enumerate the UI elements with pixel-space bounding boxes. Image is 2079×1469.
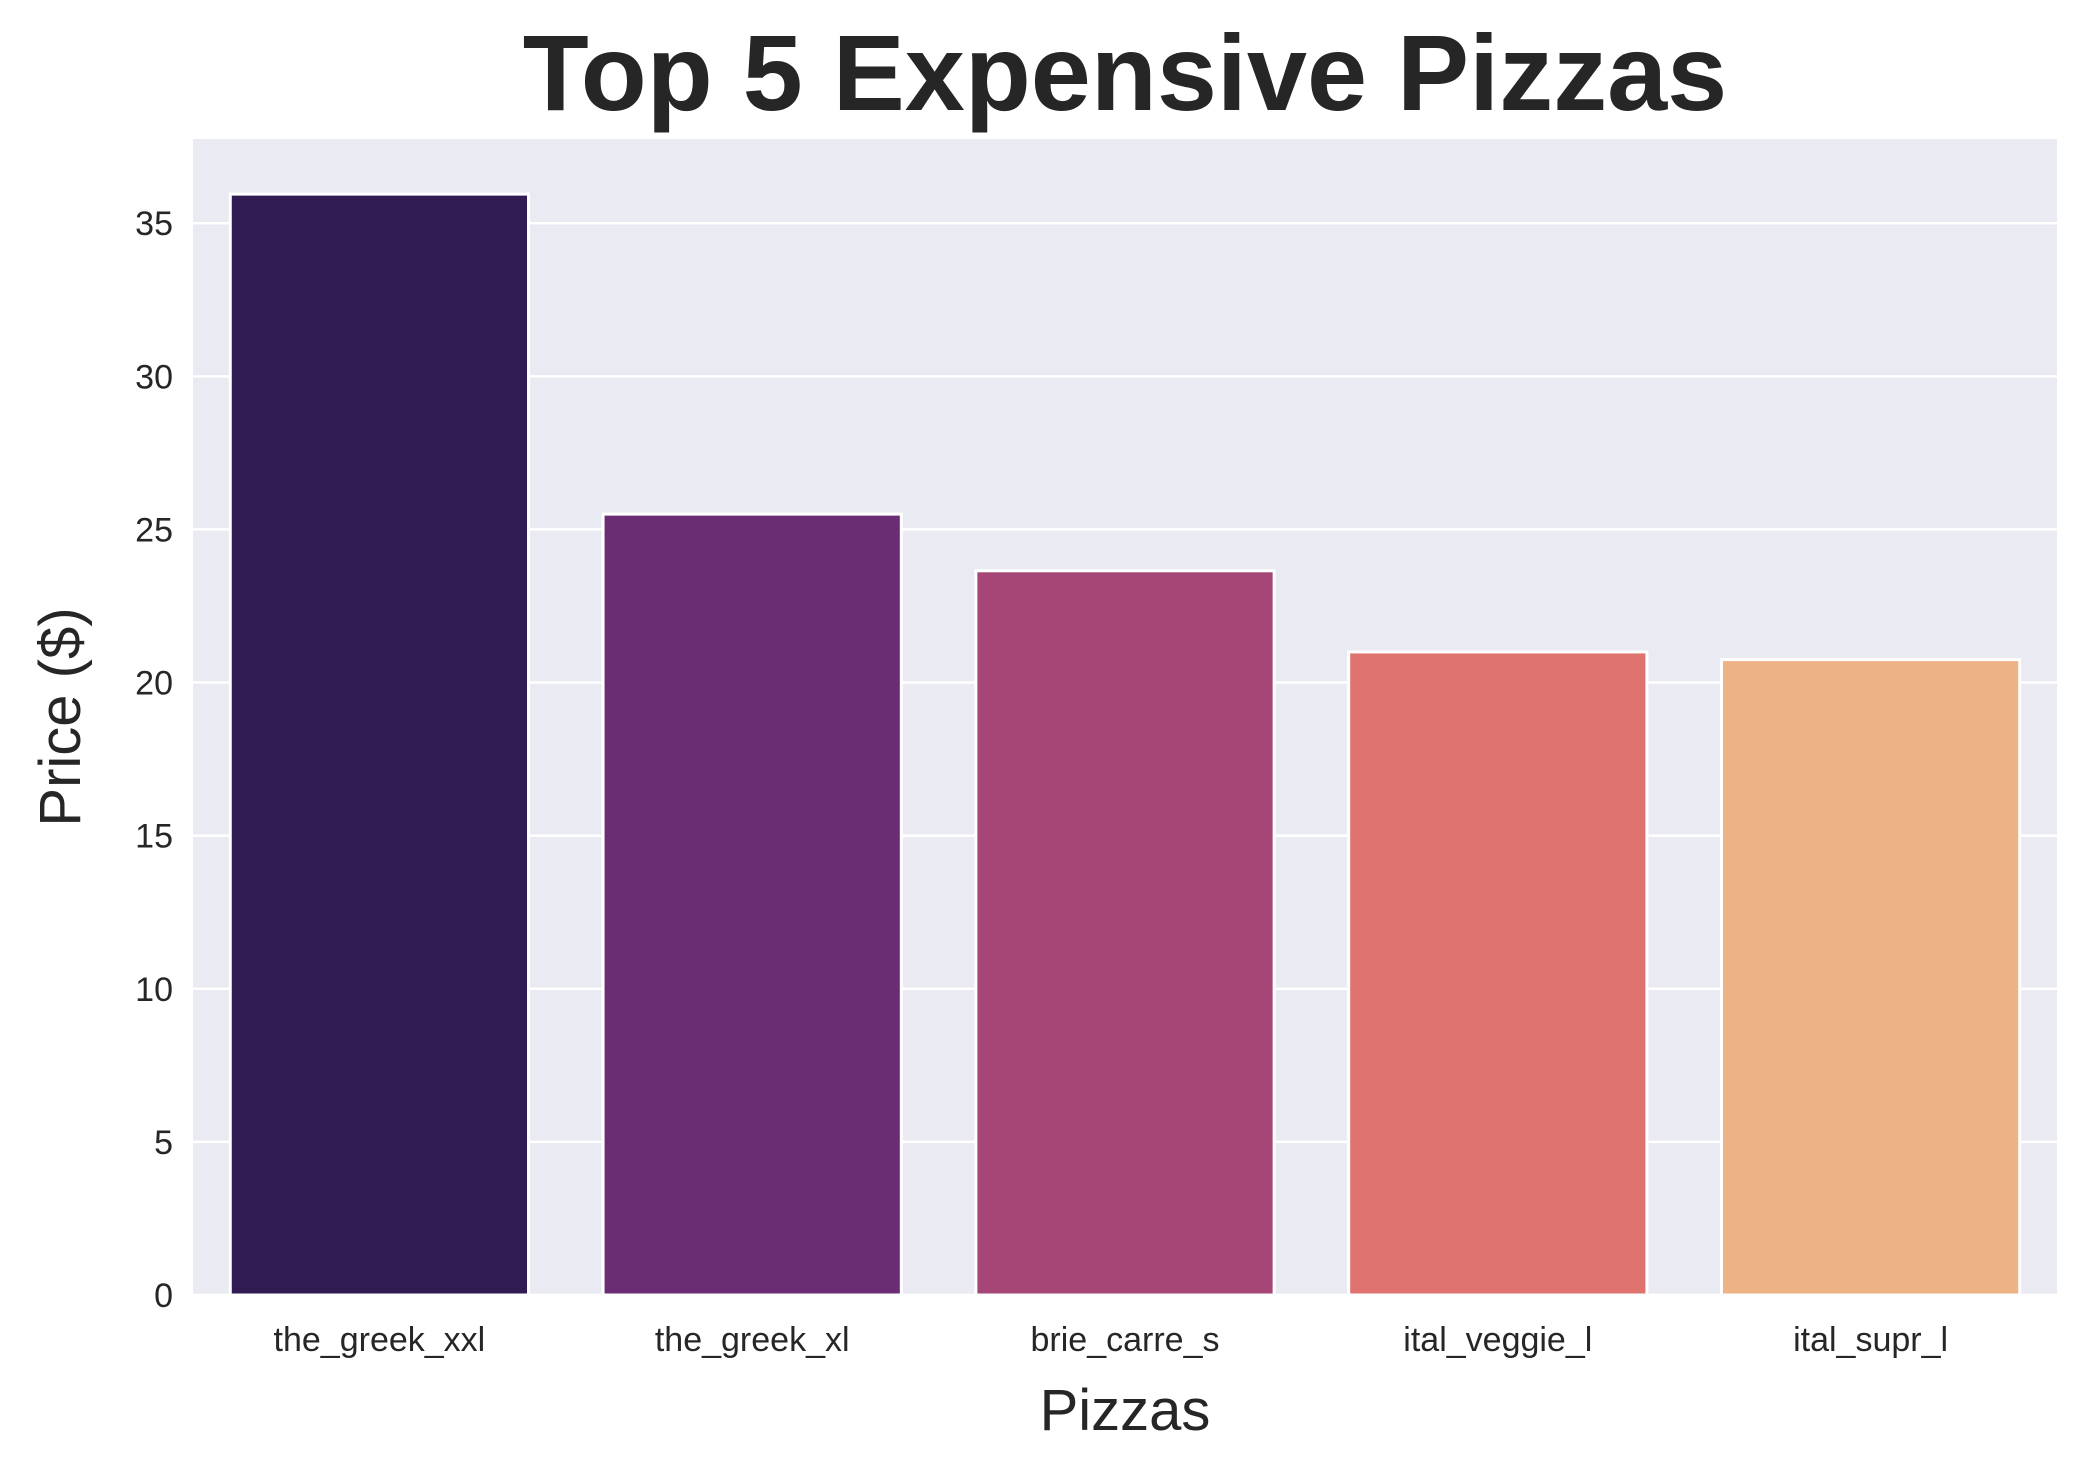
y-tick-label: 20 — [135, 665, 173, 703]
bar-the-greek-xl — [601, 512, 903, 1297]
y-tick-label: 35 — [135, 205, 173, 243]
y-axis-label: Price ($) — [28, 607, 93, 826]
bar-the-greek-xxl — [228, 192, 531, 1297]
bar-ital-veggie-l — [1347, 650, 1649, 1297]
y-tick-label: 25 — [135, 511, 173, 549]
y-tick-label: 5 — [154, 1124, 173, 1162]
y-tick-label: 15 — [135, 818, 173, 856]
y-tick-label: 10 — [135, 971, 173, 1009]
chart-title: Top 5 Expensive Pizzas — [523, 12, 1727, 133]
x-tick-label: brie_carre_s — [1031, 1321, 1220, 1359]
x-tick-label: the_greek_xxl — [274, 1321, 486, 1359]
y-tick-label: 30 — [135, 358, 173, 396]
y-tick-labels: 0 5 10 15 20 25 30 35 — [135, 205, 173, 1315]
x-axis-label: Pizzas — [1040, 1378, 1211, 1443]
bar-ital-supr-l — [1719, 658, 2022, 1297]
x-tick-labels: the_greek_xxl the_greek_xl brie_carre_s ita… — [274, 1321, 1949, 1359]
bar-brie-carre-s — [974, 569, 1276, 1297]
x-tick-label: ital_supr_l — [1793, 1321, 1948, 1359]
bars — [228, 192, 2022, 1297]
x-tick-label: the_greek_xl — [655, 1321, 850, 1359]
x-tick-label: ital_veggie_l — [1403, 1321, 1592, 1359]
y-tick-label: 0 — [154, 1277, 173, 1315]
